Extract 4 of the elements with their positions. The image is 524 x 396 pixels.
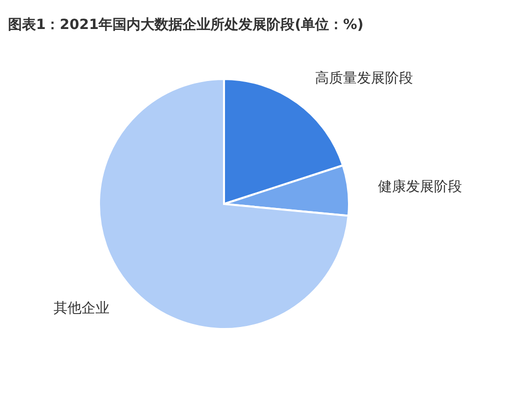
chart-title: 图表1：2021年国内大数据企业所处发展阶段(单位：%) (8, 16, 365, 34)
slice-label: 高质量发展阶段 (315, 70, 414, 87)
slice-label: 健康发展阶段 (378, 178, 462, 195)
slice-label: 其他企业 (53, 300, 110, 316)
